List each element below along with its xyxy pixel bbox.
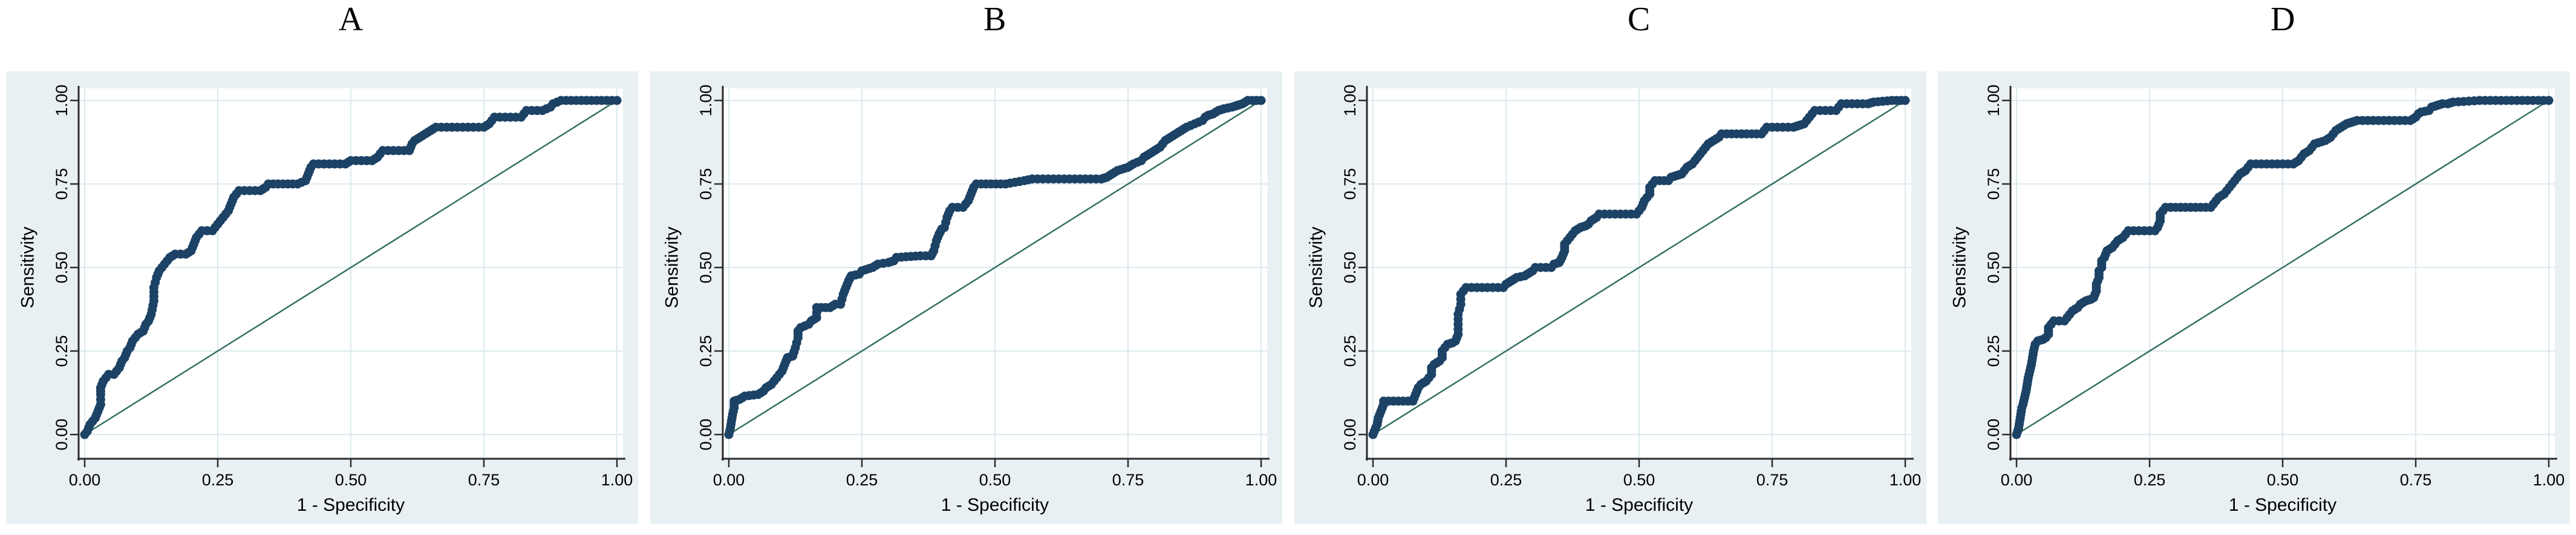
x-tick-label: 0.75 [2400,471,2432,489]
x-tick-label: 1.00 [1889,471,1921,489]
gridlines [722,88,1267,459]
y-tick-label: 0.00 [1341,419,1359,451]
y-tick-label: 1.00 [1341,85,1359,117]
y-tick-label: 0.75 [53,168,71,200]
x-tick-label: 1.00 [1245,471,1277,489]
reference-line [2016,99,2549,436]
roc-chart-d: 0.00 0.25 0.50 0.75 1.00 0.00 0.25 0.50 0.75 1.00… [1938,71,2571,524]
y-tick-label: 0.00 [1984,419,2003,451]
y-tick-label: 0.00 [697,419,715,451]
roc-markers [1368,96,1909,439]
roc-panel-c: C 0.00 0.25 0.50 0.75 1.00 0.00 0.25 0.50 0.75 1.0… [1288,0,1932,535]
reference-line [1372,99,1906,436]
x-tick-label: 0.25 [846,471,878,489]
y-tick-label: 0.50 [697,252,715,284]
y-tick-label: 0.00 [53,419,71,451]
x-tick-label: 1.00 [601,471,633,489]
x-tick-label: 0.25 [202,471,234,489]
y-tick-label: 0.25 [1984,335,2003,367]
x-axis-title: 1 - Specificity [941,495,1049,515]
y-tick-label: 0.75 [697,168,715,200]
y-tick-label: 0.25 [53,335,71,367]
y-tick-label: 0.75 [1984,168,2003,200]
y-tick-label: 0.50 [1341,252,1359,284]
x-tick-label: 0.50 [335,471,367,489]
roc-markers [2012,96,2554,439]
reference-line [84,99,618,436]
x-tick-label: 0.00 [2001,471,2033,489]
y-axis-title: Sensitivity [1306,226,1326,308]
y-tick-label: 1.00 [697,85,715,117]
panel-title-c: C [1627,1,1651,38]
roc-markers [724,96,1266,439]
x-tick-label: 1.00 [2533,471,2565,489]
x-tick-label: 0.00 [1357,471,1389,489]
x-tick-label: 0.75 [1756,471,1788,489]
y-tick-label: 0.50 [1984,252,2003,284]
roc-panel-b: B 0.00 0.25 0.50 0.75 1.00 0.00 0.25 0.50 0.75 1.0… [644,0,1288,535]
x-tick-label: 0.00 [712,471,745,489]
x-tick-label: 0.25 [2134,471,2166,489]
x-tick-label: 0.75 [468,471,500,489]
roc-chart-c: 0.00 0.25 0.50 0.75 1.00 0.00 0.25 0.50 0.75 1.00… [1294,71,1926,524]
x-axis-title: 1 - Specificity [297,495,405,515]
roc-markers [80,96,622,439]
y-tick-label: 0.75 [1341,168,1359,200]
x-tick-label: 0.75 [1112,471,1144,489]
x-tick-label: 0.00 [69,471,101,489]
x-tick-label: 0.50 [1623,471,1655,489]
y-tick-label: 1.00 [1984,85,2003,117]
roc-chart-a: 0.00 0.25 0.50 0.75 1.00 0.00 0.25 0.50 0.75 1.00… [6,71,638,524]
x-axis-title: 1 - Specificity [1585,495,1692,515]
y-tick-label: 1.00 [53,85,71,117]
roc-panel-a: A 0.00 0.25 0.50 0.75 1.00 0.00 0.25 0.50 0.75 1.0… [0,0,644,535]
panel-title-a: A [338,1,364,38]
panel-title-d: D [2271,1,2295,38]
panel-title-b: B [983,1,1006,38]
x-axis-title: 1 - Specificity [2229,495,2336,515]
y-axis-title: Sensitivity [662,226,682,308]
y-axis-title: Sensitivity [1950,226,1970,308]
x-tick-label: 0.50 [2267,471,2299,489]
y-tick-label: 0.25 [1341,335,1359,367]
reference-line [728,99,1262,436]
x-tick-label: 0.50 [979,471,1011,489]
x-tick-label: 0.25 [1490,471,1522,489]
roc-chart-b: 0.00 0.25 0.50 0.75 1.00 0.00 0.25 0.50 0.75 1.00… [650,71,1282,524]
y-tick-label: 0.25 [697,335,715,367]
roc-panel-d: D 0.00 0.25 0.50 0.75 1.00 0.00 0.25 0.50 0.75 1.0… [1932,0,2576,535]
y-axis-title: Sensitivity [18,226,38,308]
y-tick-label: 0.50 [53,252,71,284]
